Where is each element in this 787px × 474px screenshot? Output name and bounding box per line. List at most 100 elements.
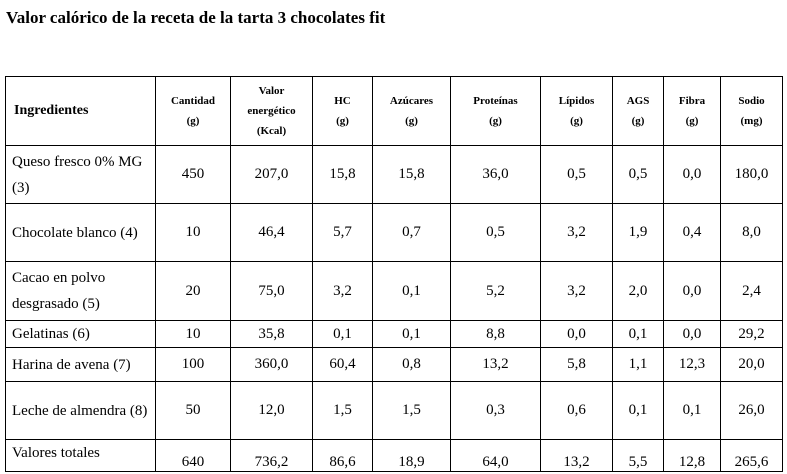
cell-value: 20,0 <box>720 347 783 382</box>
cell-value: 29,2 <box>720 320 783 348</box>
cell-value: 20 <box>155 261 231 321</box>
cell-value: 450 <box>155 145 231 204</box>
header-text: Ingredientes <box>14 103 89 118</box>
cell-value: 5,8 <box>540 347 613 382</box>
header-text: (g) <box>336 115 349 127</box>
cell-value: 0,5 <box>540 145 613 204</box>
cell-value: 0,4 <box>663 203 721 262</box>
column-header: Lípidos (g) <box>540 76 613 146</box>
cell-value: 0,0 <box>663 145 721 204</box>
cell-value: 10 <box>155 203 231 262</box>
cell-value: 265,6 <box>720 439 783 472</box>
header-text: (g) <box>489 115 502 127</box>
table-row: Queso fresco 0% MG (3) 450 207,0 15,8 15,8 36… <box>5 145 783 204</box>
cell-value: 0,1 <box>372 261 451 321</box>
cell-value: 5,5 <box>612 439 664 472</box>
column-header: Ingredientes <box>5 76 156 146</box>
cell-value: 0,1 <box>372 320 451 348</box>
header-text: HC <box>334 95 351 107</box>
cell-value: 0,0 <box>663 261 721 321</box>
header-text: Sodio <box>738 95 765 107</box>
table-row: Leche de almendra (8) 50 12,0 1,5 1,5 0,3 0,6 0… <box>5 381 783 440</box>
table-row: Chocolate blanco (4) 10 46,4 5,7 0,7 0,5 3,2 1,… <box>5 203 783 262</box>
column-header: HC (g) <box>312 76 373 146</box>
cell-value: 12,8 <box>663 439 721 472</box>
cell-value: 0,8 <box>372 347 451 382</box>
cell-value: 0,6 <box>540 381 613 440</box>
cell-value: 0,5 <box>450 203 541 262</box>
header-text: Cantidad <box>170 95 216 107</box>
cell-value: 1,5 <box>372 381 451 440</box>
ingredient-name: Harina de avena (7) <box>5 347 156 382</box>
cell-value: 0,1 <box>663 381 721 440</box>
header-text: AGS <box>626 95 650 107</box>
totals-row: Valores totales 640 736,2 86,6 18,9 64,0 13,2 5… <box>5 439 783 472</box>
column-header: Azúcares (g) <box>372 76 451 146</box>
cell-value: 2,0 <box>612 261 664 321</box>
column-header: Proteínas (g) <box>450 76 541 146</box>
header-text: Valor <box>258 85 285 97</box>
cell-value: 3,2 <box>540 203 613 262</box>
cell-value: 18,9 <box>372 439 451 472</box>
cell-value: 0,1 <box>612 381 664 440</box>
cell-value: 12,0 <box>230 381 313 440</box>
cell-value: 15,8 <box>312 145 373 204</box>
cell-value: 736,2 <box>230 439 313 472</box>
table-row: Gelatinas (6) 10 35,8 0,1 0,1 8,8 0,0 0,1 0,0 29,… <box>5 320 783 348</box>
column-header: Sodio (mg) <box>720 76 783 146</box>
header-text: Proteínas <box>473 95 518 107</box>
header-row: Ingredientes Cantidad (g) Valor energético (K… <box>5 76 783 146</box>
cell-value: 3,2 <box>312 261 373 321</box>
cell-value: 3,2 <box>540 261 613 321</box>
column-header: AGS (g) <box>612 76 664 146</box>
cell-value: 0,1 <box>612 320 664 348</box>
cell-value: 5,2 <box>450 261 541 321</box>
cell-value: 35,8 <box>230 320 313 348</box>
header-text: energético <box>247 105 296 117</box>
cell-value: 60,4 <box>312 347 373 382</box>
cell-value: 0,7 <box>372 203 451 262</box>
cell-value: 0,1 <box>312 320 373 348</box>
table-row: Cacao en polvo desgrasado (5) 20 75,0 3,2 0,… <box>5 261 783 321</box>
header-text: (mg) <box>740 115 763 127</box>
cell-value: 0,0 <box>663 320 721 348</box>
cell-value: 2,4 <box>720 261 783 321</box>
cell-value: 46,4 <box>230 203 313 262</box>
cell-value: 1,1 <box>612 347 664 382</box>
cell-value: 8,8 <box>450 320 541 348</box>
nutrition-table: Ingredientes Cantidad (g) Valor energético (K… <box>5 76 783 472</box>
cell-value: 50 <box>155 381 231 440</box>
ingredient-name: Cacao en polvo desgrasado (5) <box>5 261 156 321</box>
header-text: (g) <box>570 115 583 127</box>
page-title: Valor calórico de la receta de la tarta … <box>6 8 386 27</box>
column-header: Fibra (g) <box>663 76 721 146</box>
ingredient-name: Leche de almendra (8) <box>5 381 156 440</box>
cell-value: 15,8 <box>372 145 451 204</box>
column-header: Valor energético (Kcal) <box>230 76 313 146</box>
cell-value: 13,2 <box>540 439 613 472</box>
cell-value: 180,0 <box>720 145 783 204</box>
cell-value: 1,9 <box>612 203 664 262</box>
cell-value: 0,5 <box>612 145 664 204</box>
cell-value: 1,5 <box>312 381 373 440</box>
cell-value: 8,0 <box>720 203 783 262</box>
table-row: Harina de avena (7) 100 360,0 60,4 0,8 13,2 5,… <box>5 347 783 382</box>
cell-value: 13,2 <box>450 347 541 382</box>
ingredient-name: Chocolate blanco (4) <box>5 203 156 262</box>
ingredient-name: Valores totales <box>5 439 156 472</box>
header-text: (g) <box>405 115 418 127</box>
cell-value: 100 <box>155 347 231 382</box>
header-text: Fibra <box>678 95 706 107</box>
header-text: Lípidos <box>558 95 595 107</box>
header-text: (g) <box>631 115 645 127</box>
cell-value: 12,3 <box>663 347 721 382</box>
cell-value: 0,0 <box>540 320 613 348</box>
header-text: (Kcal) <box>256 125 287 137</box>
cell-value: 0,3 <box>450 381 541 440</box>
cell-value: 10 <box>155 320 231 348</box>
column-header: Cantidad (g) <box>155 76 231 146</box>
cell-value: 64,0 <box>450 439 541 472</box>
header-text: (g) <box>186 115 200 127</box>
cell-value: 26,0 <box>720 381 783 440</box>
cell-value: 36,0 <box>450 145 541 204</box>
